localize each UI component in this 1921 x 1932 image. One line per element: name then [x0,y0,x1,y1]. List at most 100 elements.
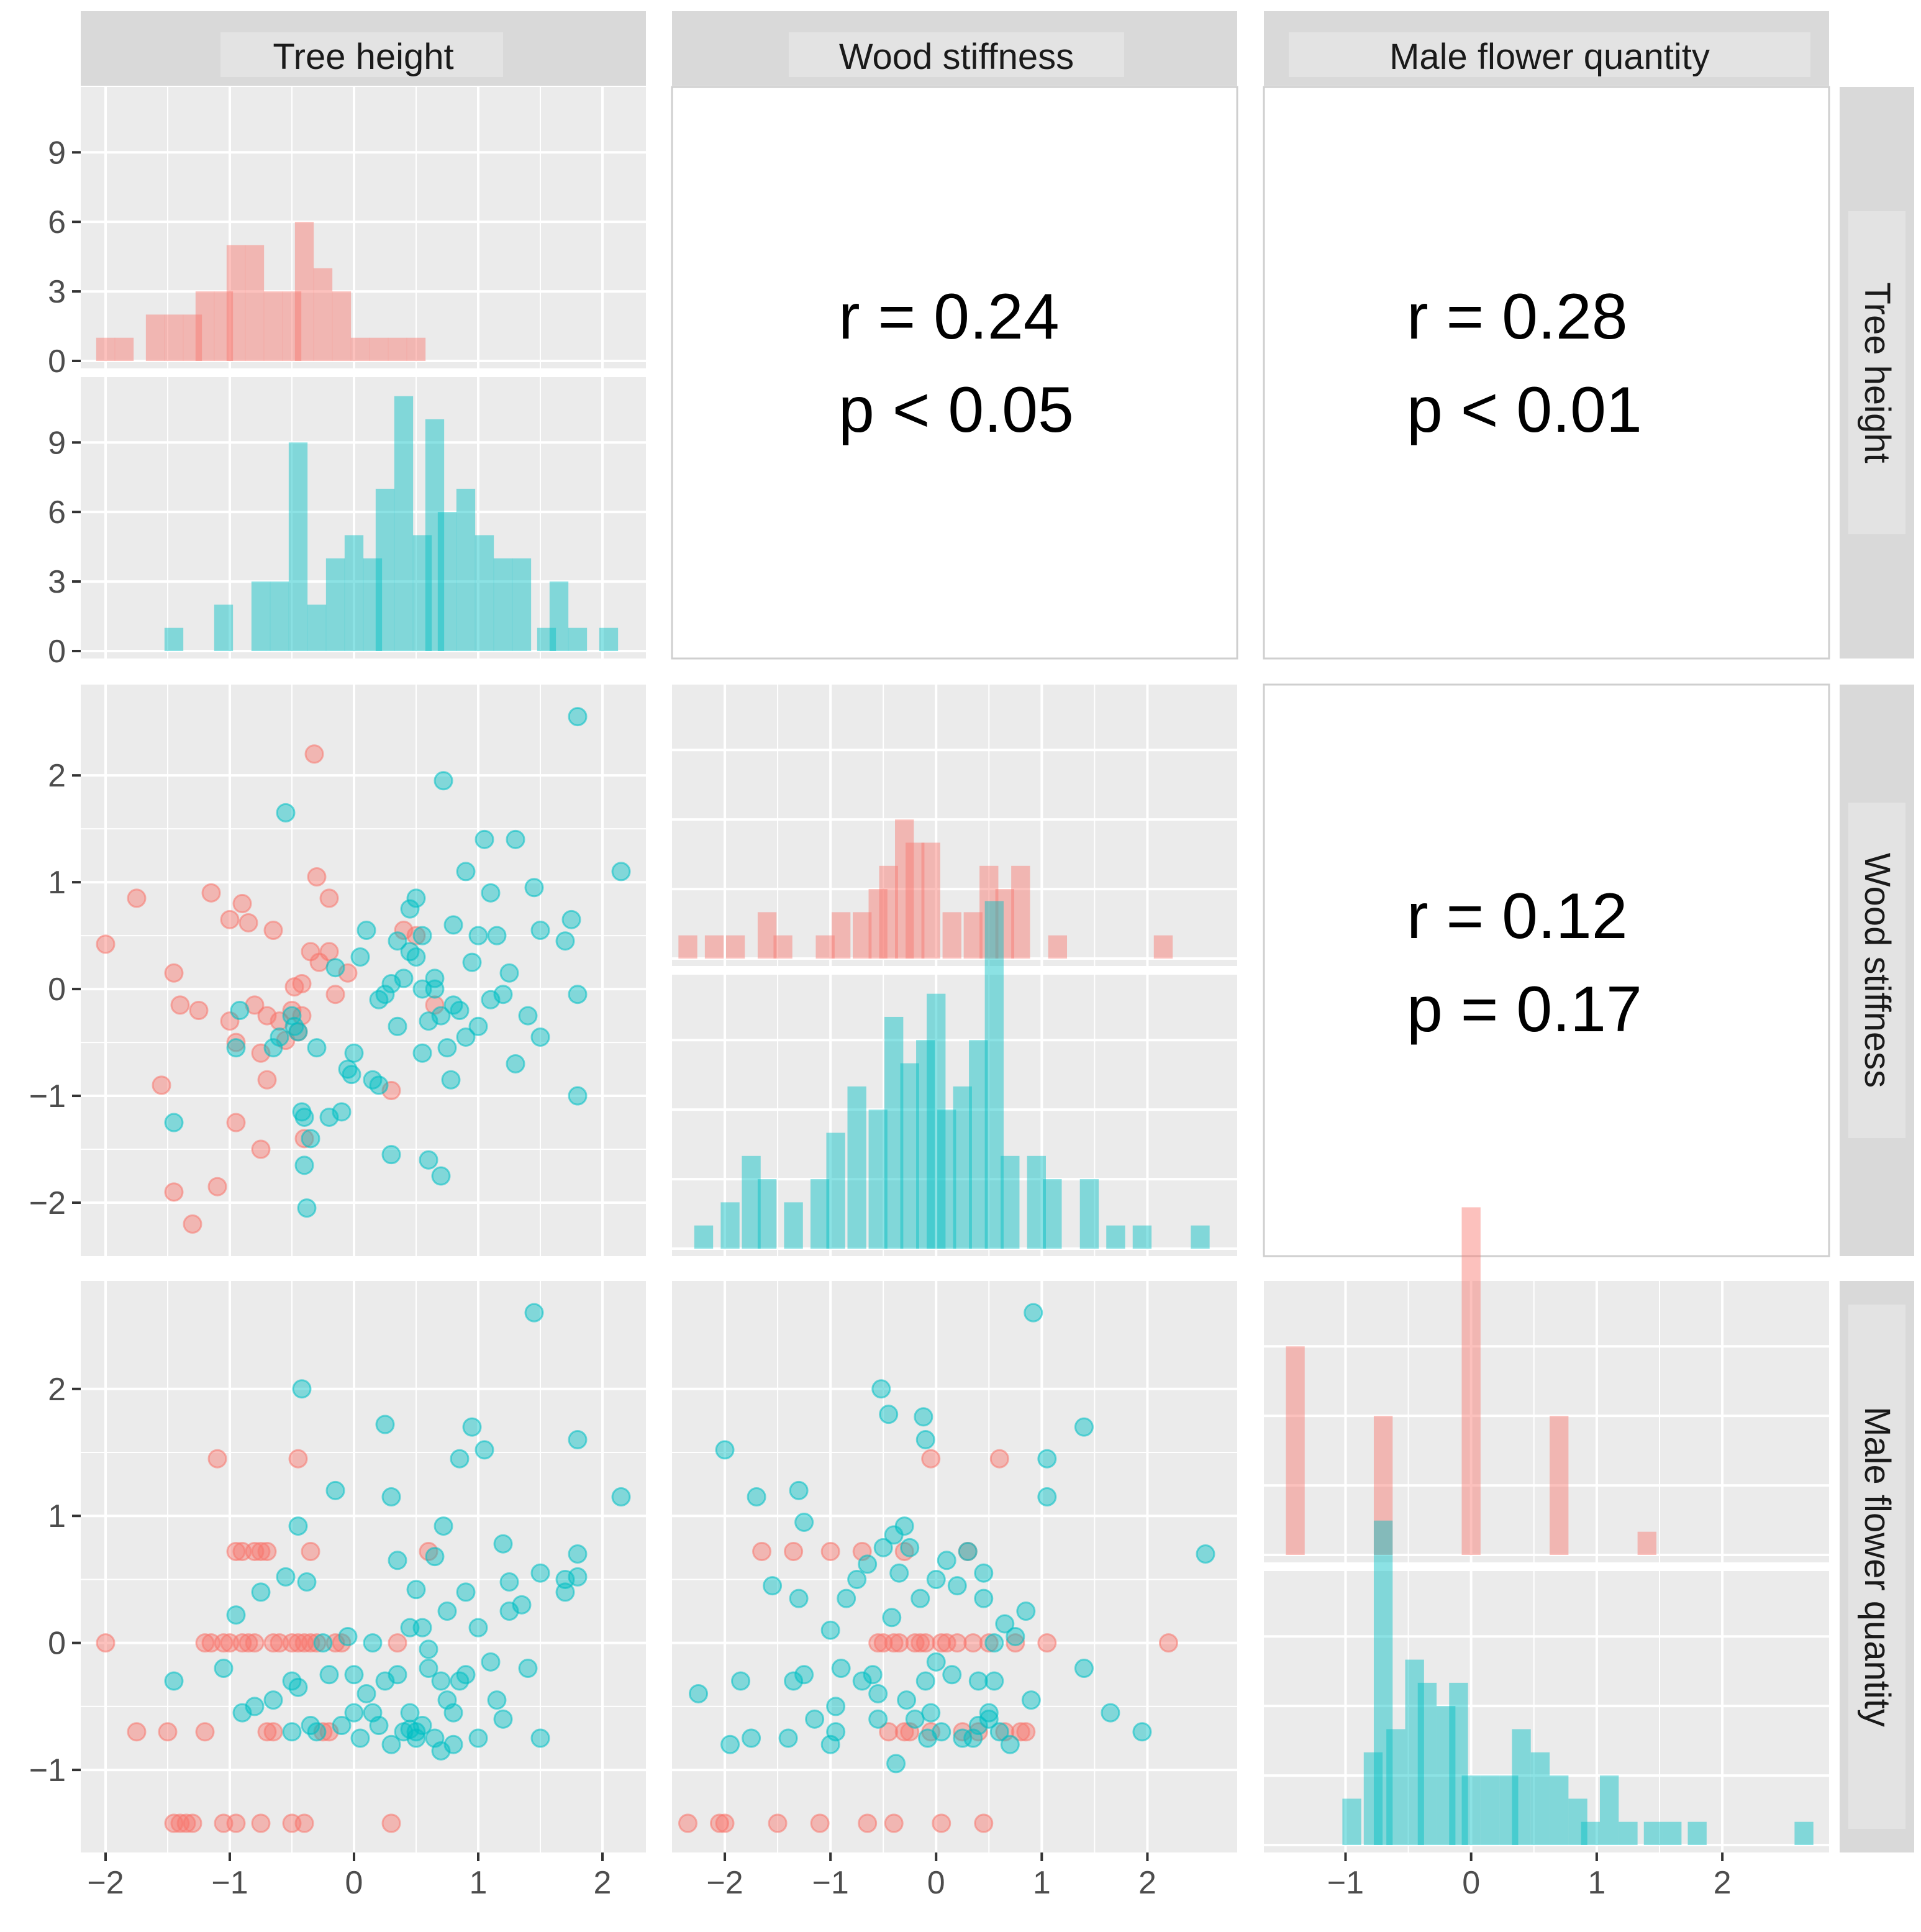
histogram-bar-red [214,291,234,361]
scatter-point-teal [858,1554,878,1574]
histogram-bar-red [195,291,215,361]
histogram-bar-red [282,291,302,361]
scatter-point-teal [263,1038,283,1058]
scatter-point-teal [894,1516,914,1536]
scatter-point-teal [450,1000,470,1020]
scatter-point-teal [958,1541,978,1561]
scatter-point-teal [332,1102,352,1122]
y-tick-label-count: 6 [48,494,66,531]
scatter-point-red [911,1633,930,1653]
scatter-point-red [915,1633,935,1653]
histogram-bar-red [1048,935,1068,959]
scatter-point-teal [406,888,426,908]
scatter-point-teal [831,1659,851,1679]
scatter-point-red [307,867,327,887]
histogram-bar-red [906,842,925,959]
histogram-panel-wood-stiffness [672,685,1237,1256]
histogram-bar-red [294,222,314,361]
row-label-male-flower-quantity: Male flower quantity [1857,1406,1897,1727]
scatter-point-teal [301,1129,320,1149]
scatter-point-teal [506,829,525,849]
scatter-point-red [282,1000,302,1020]
histogram-bar-teal [784,1202,803,1249]
histogram-bar-red [164,314,184,361]
histogram-bar-teal [742,1155,761,1249]
scatter-point-teal [715,1440,735,1460]
scatter-point-teal [611,1487,631,1507]
scatter-point-teal [789,1588,809,1608]
y-tick-label: −1 [29,1078,66,1114]
y-tick-label-count: 0 [48,634,66,670]
scatter-point-teal [689,1684,709,1703]
histogram-bar-teal [214,604,234,651]
x-tick-label: −1 [211,1865,248,1901]
scatter-point-teal [530,1027,550,1047]
scatter-point-teal [443,1734,463,1754]
scatter-point-teal [226,1038,246,1058]
corr-p-height-stiffness: p < 0.05 [838,374,1074,446]
y-tick-label: 0 [48,1626,66,1662]
scatter-point-red [301,1541,320,1561]
scatter-point-teal [794,1665,814,1685]
scatter-point-teal [481,1652,501,1672]
histogram-bar-red [332,291,352,361]
scatter-point-red [989,1449,1009,1469]
scatter-point-teal [873,1538,893,1557]
histogram-bar-red [369,337,389,361]
scatter-point-teal [979,1709,999,1729]
scatter-point-teal [263,1690,283,1710]
y-tick-label: 2 [48,1372,66,1408]
scatter-panel-flower-vs-stiffness [672,1281,1237,1852]
histogram-bar-red [963,912,983,959]
row-strip-wood-stiffness: Wood stiffness [1840,685,1914,1256]
scatter-point-red [127,1722,147,1742]
scatter-point-teal [826,1697,846,1716]
scatter-point-red [937,1633,956,1653]
scatter-point-red [232,894,252,914]
histogram-bar-teal [1687,1821,1707,1845]
scatter-point-red [873,1633,893,1653]
scatter-point-red [201,883,221,903]
y-tick-label-count: 6 [48,204,66,240]
scatter-point-teal [915,1671,935,1691]
scatter-point-teal [921,1703,941,1723]
scatter-point-red [932,1633,951,1653]
scatter-point-teal [425,1547,445,1567]
column-label-tree-height: Tree height [273,37,453,77]
scatter-point-teal [1021,1690,1041,1710]
histogram-bar-teal [1599,1775,1619,1845]
scatter-point-teal [568,1086,588,1106]
scatter-point-teal [388,931,407,951]
scatter-point-red [1016,1722,1036,1742]
scatter-point-teal [381,1734,401,1754]
histogram-bar-red [757,912,777,959]
histogram-bar-teal [1079,1179,1099,1249]
scatter-point-red [195,1633,215,1653]
histogram-subpanel-bg [1264,1571,1829,1852]
scatter-point-red [189,1000,209,1020]
histogram-bar-teal [1663,1821,1682,1845]
histogram-bar-teal [1437,1706,1456,1845]
scatter-point-red [879,1722,899,1742]
histogram-bar-teal [456,488,476,651]
histogram-bar-teal [868,1110,888,1249]
scatter-point-teal [456,862,476,882]
histogram-bar-teal [307,604,327,651]
histogram-bar-red [183,314,202,361]
histogram-bar-red [921,842,940,959]
histogram-bar-teal [493,558,513,651]
y-tick-label-count: 9 [48,135,66,171]
scatter-point-teal [1101,1703,1120,1723]
scatter-point-red [974,1813,994,1833]
histogram-bar-teal [164,627,184,651]
scatter-point-red [183,1813,202,1833]
corr-r-height-flower: r = 0.28 [1407,281,1628,353]
scatter-point-teal [412,1043,432,1063]
histogram-bar-red [406,337,426,361]
scatter-point-teal [332,1716,352,1736]
scatter-point-red [245,1633,265,1653]
histogram-bar-teal [437,512,457,651]
histogram-bar-teal [599,627,619,651]
scatter-point-red [214,1813,234,1833]
histogram-bar-red [942,912,961,959]
